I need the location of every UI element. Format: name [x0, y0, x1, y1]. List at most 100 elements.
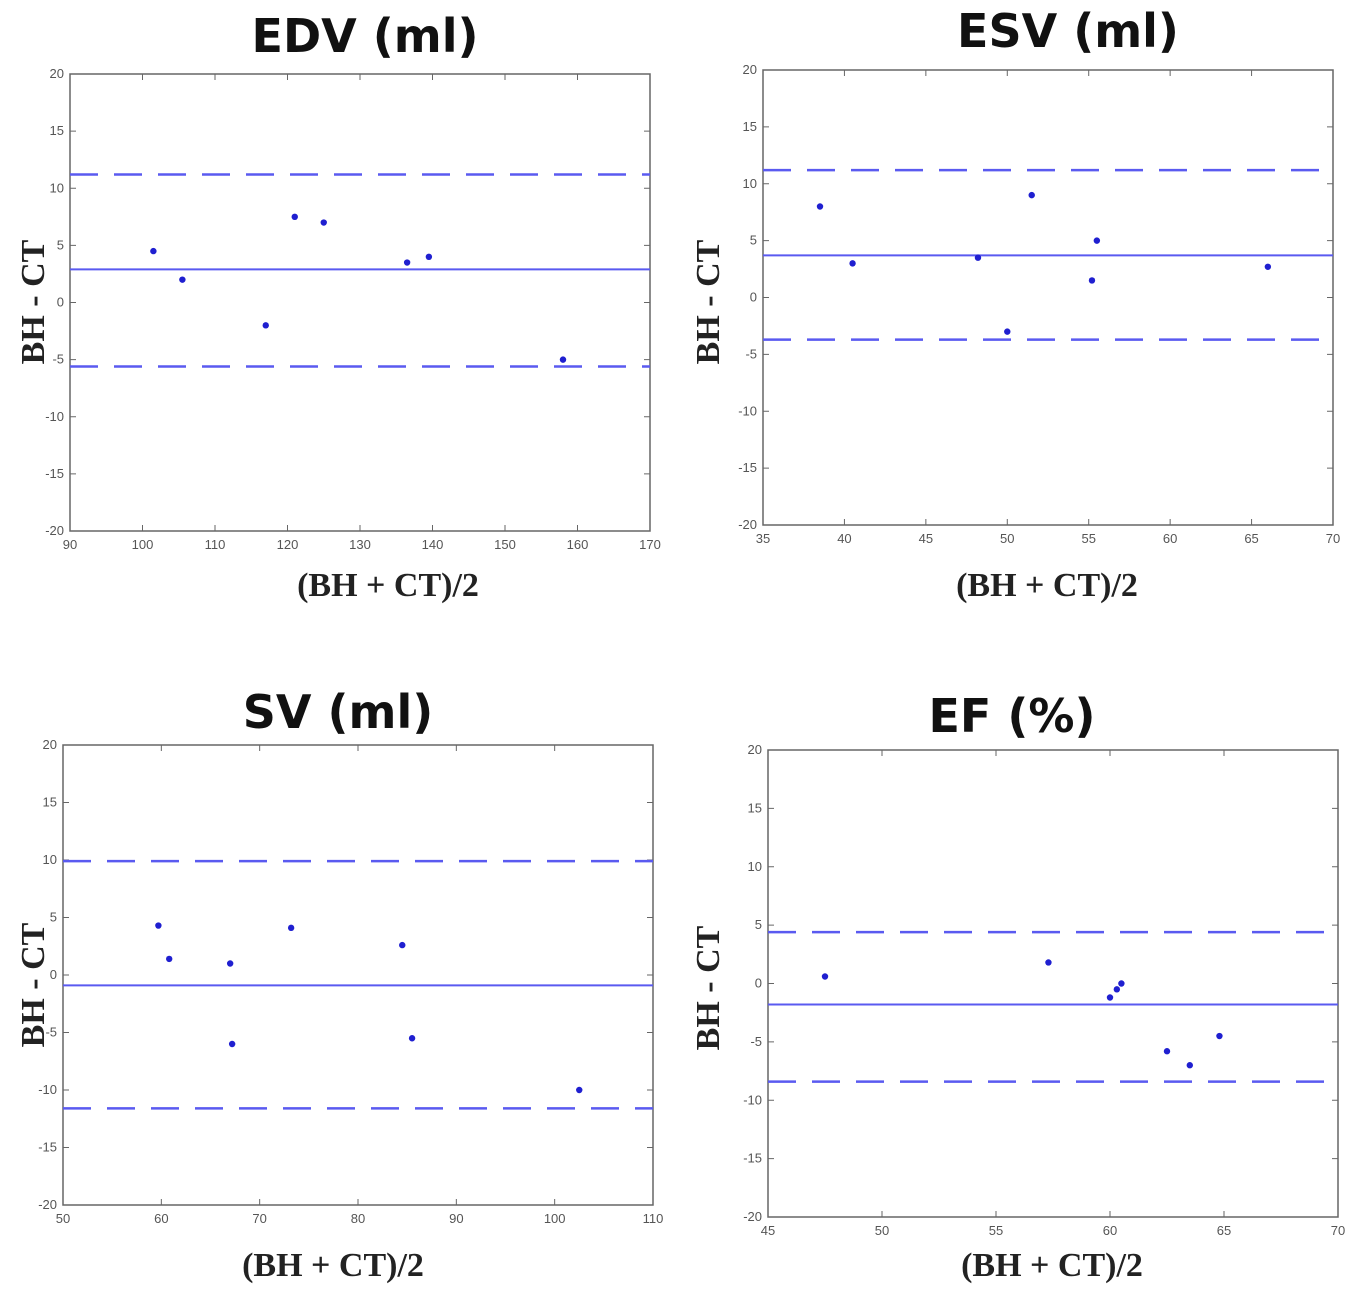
- y-tick-label: -5: [52, 352, 64, 367]
- x-tick-label: 50: [875, 1223, 889, 1238]
- x-axis-label: (BH + CT)/2: [956, 567, 1138, 604]
- panel-title: SV (ml): [243, 685, 434, 739]
- panel-title: EDV (ml): [252, 9, 479, 63]
- data-point: [403, 259, 411, 266]
- x-axis-label: (BH + CT)/2: [961, 1247, 1143, 1284]
- sv-panel: SV (ml) (BH + CT)/2 BH - CT 50 60 70 80 90 10…: [15, 685, 663, 1284]
- plot-frame: [62, 744, 654, 1206]
- data-point: [150, 247, 157, 255]
- y-tick-label: 10: [748, 859, 762, 874]
- data-point: [408, 1035, 416, 1042]
- x-tick-label: 90: [449, 1211, 463, 1226]
- data-point: [1186, 1062, 1194, 1069]
- data-point: [262, 322, 269, 329]
- y-tick-label: 20: [43, 737, 57, 752]
- y-tick-label: 0: [50, 967, 57, 982]
- data-point: [816, 203, 824, 210]
- x-tick-label: 55: [989, 1223, 1003, 1238]
- data-point: [1088, 277, 1096, 284]
- y-tick-label: 5: [57, 237, 64, 252]
- x-tick-label: 70: [1331, 1223, 1345, 1238]
- x-tick-label: 70: [1326, 531, 1340, 546]
- x-tick-label: 110: [205, 537, 226, 552]
- x-tick-label: 140: [422, 537, 444, 552]
- y-tick-label: 15: [743, 119, 757, 134]
- y-tick-label: 20: [748, 742, 762, 757]
- data-point: [1045, 959, 1052, 966]
- y-axis-label: BH - CT: [690, 925, 727, 1050]
- data-point: [1216, 1032, 1223, 1040]
- y-tick-label: -20: [38, 1197, 57, 1212]
- y-tick-label: 15: [50, 123, 64, 138]
- y-tick-label: -10: [738, 403, 757, 418]
- y-axis-label: BH - CT: [15, 239, 52, 364]
- y-tick-label: -5: [750, 1034, 762, 1049]
- y-tick-label: -20: [743, 1209, 762, 1224]
- data-point: [559, 356, 567, 363]
- y-tick-label: 20: [50, 66, 64, 81]
- data-point: [576, 1086, 583, 1094]
- y-tick-label: -10: [45, 409, 64, 424]
- y-tick-label: -15: [38, 1140, 57, 1155]
- data-point: [320, 219, 327, 226]
- y-tick-label: 20: [743, 62, 757, 77]
- data-point: [1113, 986, 1121, 993]
- x-axis-label: (BH + CT)/2: [242, 1247, 424, 1284]
- y-tick-label: -20: [738, 517, 757, 532]
- y-tick-label: 0: [755, 976, 762, 991]
- y-tick-label: 0: [57, 295, 64, 310]
- y-tick-label: -15: [743, 1151, 762, 1166]
- panel-title: EF (%): [929, 689, 1096, 743]
- x-tick-label: 60: [154, 1211, 168, 1226]
- edv-panel: EDV (ml) (BH + CT)/2 BH - CT 90 100 110 120…: [15, 9, 661, 604]
- y-tick-label: -10: [38, 1082, 57, 1097]
- data-point: [179, 276, 186, 283]
- y-tick-label: -15: [45, 466, 64, 481]
- x-tick-label: 40: [837, 531, 851, 546]
- data-point: [1118, 980, 1125, 987]
- data-point: [1106, 994, 1114, 1001]
- y-tick-label: -20: [45, 523, 64, 538]
- x-tick-label: 60: [1163, 531, 1177, 546]
- x-tick-label: 150: [494, 537, 516, 552]
- x-tick-label: 45: [919, 531, 933, 546]
- x-tick-label: 100: [544, 1211, 566, 1226]
- data-point: [166, 955, 173, 963]
- y-tick-label: -10: [743, 1092, 762, 1107]
- x-tick-label: 65: [1244, 531, 1258, 546]
- x-tick-label: 110: [643, 1211, 664, 1226]
- data-point: [1264, 263, 1272, 270]
- x-tick-label: 65: [1217, 1223, 1231, 1238]
- x-tick-label: 90: [63, 537, 77, 552]
- data-point: [291, 213, 298, 221]
- y-tick-label: -5: [45, 1025, 57, 1040]
- data-point: [821, 973, 829, 980]
- data-point: [1163, 1048, 1171, 1055]
- x-tick-label: 50: [56, 1211, 70, 1226]
- ef-panel: EF (%) (BH + CT)/2 BH - CT 45 50 55 60 65 702…: [690, 689, 1345, 1284]
- x-tick-label: 55: [1081, 531, 1095, 546]
- x-tick-label: 130: [349, 537, 371, 552]
- x-tick-label: 160: [567, 537, 589, 552]
- y-tick-label: 10: [743, 176, 757, 191]
- x-tick-label: 60: [1103, 1223, 1117, 1238]
- data-point: [1028, 191, 1035, 199]
- x-tick-label: 170: [639, 537, 661, 552]
- data-point: [399, 941, 406, 949]
- data-point: [1093, 237, 1101, 244]
- data-point: [155, 922, 162, 929]
- x-axis-label: (BH + CT)/2: [297, 567, 479, 604]
- y-tick-label: 15: [748, 800, 762, 815]
- data-point: [226, 960, 234, 967]
- x-tick-label: 120: [277, 537, 299, 552]
- y-tick-label: 0: [750, 290, 757, 305]
- data-point: [228, 1040, 236, 1048]
- data-point: [974, 254, 982, 261]
- y-tick-label: 10: [50, 180, 64, 195]
- x-tick-label: 35: [756, 531, 770, 546]
- y-tick-label: -5: [745, 346, 757, 361]
